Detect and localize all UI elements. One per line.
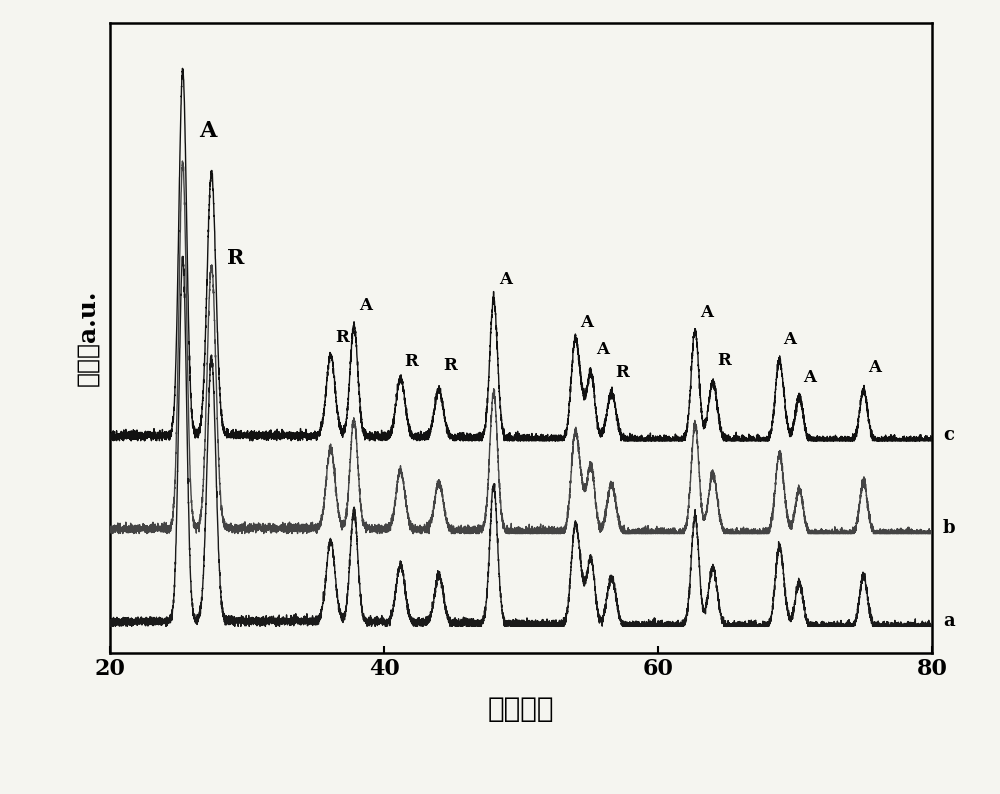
- Text: R: R: [717, 352, 731, 369]
- Text: R: R: [405, 353, 418, 370]
- Text: A: A: [596, 341, 609, 358]
- X-axis label: ２０／度: ２０／度: [488, 696, 554, 723]
- Text: A: A: [499, 272, 512, 288]
- Text: c: c: [943, 426, 954, 445]
- Y-axis label: 强度／a.u.: 强度／a.u.: [75, 290, 99, 386]
- Text: R: R: [335, 329, 349, 346]
- Text: A: A: [199, 121, 217, 142]
- Text: A: A: [868, 359, 881, 376]
- Text: a: a: [943, 612, 955, 630]
- Text: R: R: [443, 357, 457, 374]
- Text: A: A: [803, 369, 816, 386]
- Text: R: R: [616, 364, 629, 381]
- Text: A: A: [701, 303, 714, 321]
- Text: A: A: [359, 297, 372, 314]
- Text: A: A: [783, 331, 796, 349]
- Text: b: b: [943, 519, 956, 538]
- Text: R: R: [227, 249, 244, 268]
- Text: A: A: [580, 314, 593, 331]
